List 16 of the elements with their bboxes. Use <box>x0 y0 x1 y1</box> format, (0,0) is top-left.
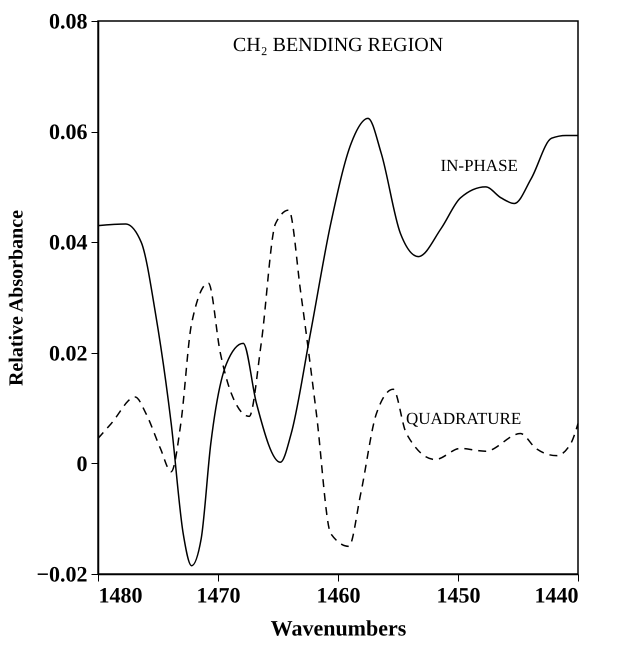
y-tick-label: 0.06 <box>49 119 88 144</box>
text: CH₂ BENDING REGION <box>232 34 444 56</box>
y-tick-label: 0.04 <box>49 230 88 255</box>
x-tick-label: 1450 <box>436 582 480 608</box>
series-label: IN-PHASE <box>440 156 518 175</box>
y-tick-label: −0.02 <box>36 562 88 586</box>
series-label: QUADRATURE <box>406 409 522 428</box>
x-tick-label: 1440 <box>534 582 578 608</box>
x-tick-label: 1470 <box>196 582 240 608</box>
y-tick-label: 0.02 <box>49 340 88 366</box>
x-tick-label: 1480 <box>98 582 142 608</box>
y-axis-title: Relative Absorbance <box>5 210 28 386</box>
y-tick-label: 0 <box>76 450 88 476</box>
y-tick-label: 0.08 <box>49 8 88 34</box>
x-axis-title: Wavenumbers <box>270 616 407 640</box>
x-tick-label: 1460 <box>316 582 360 608</box>
